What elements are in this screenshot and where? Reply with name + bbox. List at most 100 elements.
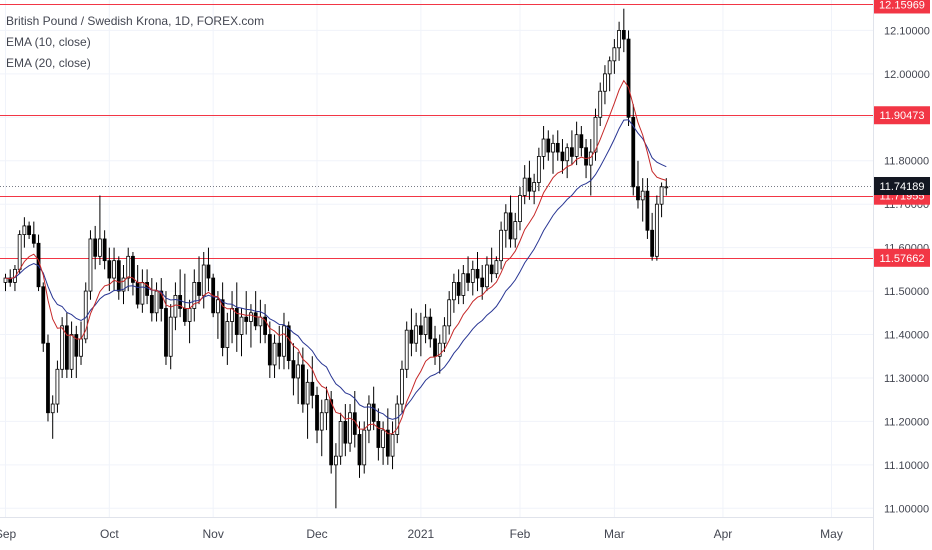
candle[interactable]: [126, 247, 131, 292]
candle[interactable]: [475, 251, 480, 292]
candle[interactable]: [503, 204, 508, 248]
candle[interactable]: [560, 139, 565, 174]
candle[interactable]: [149, 278, 154, 322]
candle[interactable]: [315, 386, 319, 444]
candle[interactable]: [253, 291, 258, 331]
candle[interactable]: [499, 221, 504, 270]
candle[interactable]: [140, 269, 145, 313]
candle[interactable]: [93, 225, 98, 270]
candle[interactable]: [154, 282, 159, 322]
candle[interactable]: [574, 121, 579, 166]
candle[interactable]: [79, 321, 83, 365]
candle[interactable]: [442, 317, 447, 352]
candle[interactable]: [400, 360, 404, 413]
candle[interactable]: [88, 230, 93, 300]
candle[interactable]: [46, 334, 50, 422]
candle[interactable]: [390, 421, 395, 470]
candle[interactable]: [404, 321, 409, 378]
candle[interactable]: [409, 308, 414, 357]
candle[interactable]: [357, 421, 362, 478]
candle[interactable]: [329, 391, 334, 474]
candle[interactable]: [541, 125, 546, 170]
candle[interactable]: [244, 291, 249, 335]
candle[interactable]: [277, 325, 282, 370]
candle[interactable]: [215, 291, 220, 339]
candle[interactable]: [470, 260, 475, 296]
candle[interactable]: [362, 421, 367, 474]
candle[interactable]: [338, 412, 343, 465]
candle[interactable]: [60, 317, 65, 378]
candle[interactable]: [64, 312, 69, 378]
candle[interactable]: [603, 65, 607, 105]
candle[interactable]: [527, 160, 532, 200]
candle[interactable]: [654, 195, 659, 261]
candle[interactable]: [324, 386, 329, 431]
candle[interactable]: [376, 408, 381, 461]
candle[interactable]: [612, 39, 617, 74]
candle[interactable]: [182, 273, 187, 326]
candle[interactable]: [168, 304, 173, 370]
candle[interactable]: [55, 360, 60, 413]
candle[interactable]: [518, 186, 522, 231]
price-axis[interactable]: 12.1000012.0000011.9000011.8000011.70000…: [873, 0, 930, 550]
candle[interactable]: [131, 251, 135, 296]
candle[interactable]: [555, 130, 560, 161]
candle[interactable]: [225, 312, 230, 365]
candle[interactable]: [466, 256, 470, 292]
candle[interactable]: [456, 269, 461, 305]
candle[interactable]: [296, 351, 301, 405]
candle[interactable]: [631, 104, 636, 196]
candle[interactable]: [201, 251, 206, 309]
candle[interactable]: [348, 404, 352, 452]
candle[interactable]: [291, 343, 296, 396]
candle[interactable]: [272, 334, 277, 378]
ema20-legend[interactable]: EMA (20, close): [6, 56, 91, 70]
candle[interactable]: [206, 247, 211, 292]
candle[interactable]: [102, 230, 107, 270]
candle[interactable]: [310, 356, 315, 409]
candle[interactable]: [447, 291, 452, 335]
candle[interactable]: [22, 217, 27, 248]
candle[interactable]: [282, 312, 286, 370]
candle[interactable]: [367, 395, 371, 444]
candle[interactable]: [159, 278, 164, 322]
candle[interactable]: [31, 221, 36, 248]
candle[interactable]: [187, 299, 192, 344]
candle[interactable]: [74, 325, 79, 378]
candle[interactable]: [640, 178, 645, 222]
candle[interactable]: [593, 108, 598, 161]
candle[interactable]: [414, 312, 419, 352]
candle[interactable]: [319, 399, 324, 457]
candle[interactable]: [659, 182, 664, 218]
symbol-title[interactable]: British Pound / Swedish Krona, 1D, FOREX…: [6, 14, 265, 28]
candle[interactable]: [489, 247, 494, 283]
candle[interactable]: [41, 282, 46, 352]
candle[interactable]: [598, 82, 603, 126]
candle[interactable]: [428, 308, 433, 348]
candle[interactable]: [220, 282, 225, 357]
candle[interactable]: [480, 265, 485, 300]
candle[interactable]: [343, 404, 348, 457]
candle[interactable]: [513, 212, 518, 248]
candle[interactable]: [423, 304, 428, 344]
candle[interactable]: [650, 212, 655, 261]
candle[interactable]: [395, 395, 400, 444]
candle[interactable]: [27, 221, 32, 239]
candle[interactable]: [178, 269, 183, 318]
candle[interactable]: [645, 178, 650, 239]
candle[interactable]: [69, 321, 74, 378]
candle[interactable]: [617, 21, 621, 61]
candle[interactable]: [121, 265, 126, 305]
candle[interactable]: [234, 282, 239, 352]
candle[interactable]: [192, 269, 197, 322]
candle[interactable]: [532, 173, 537, 205]
candle[interactable]: [579, 125, 584, 157]
candle[interactable]: [607, 56, 612, 92]
candle[interactable]: [485, 256, 489, 292]
candle[interactable]: [494, 256, 499, 279]
candle[interactable]: [461, 265, 466, 305]
ema10-legend[interactable]: EMA (10, close): [6, 35, 91, 49]
candle[interactable]: [98, 195, 102, 266]
candle[interactable]: [536, 147, 541, 192]
